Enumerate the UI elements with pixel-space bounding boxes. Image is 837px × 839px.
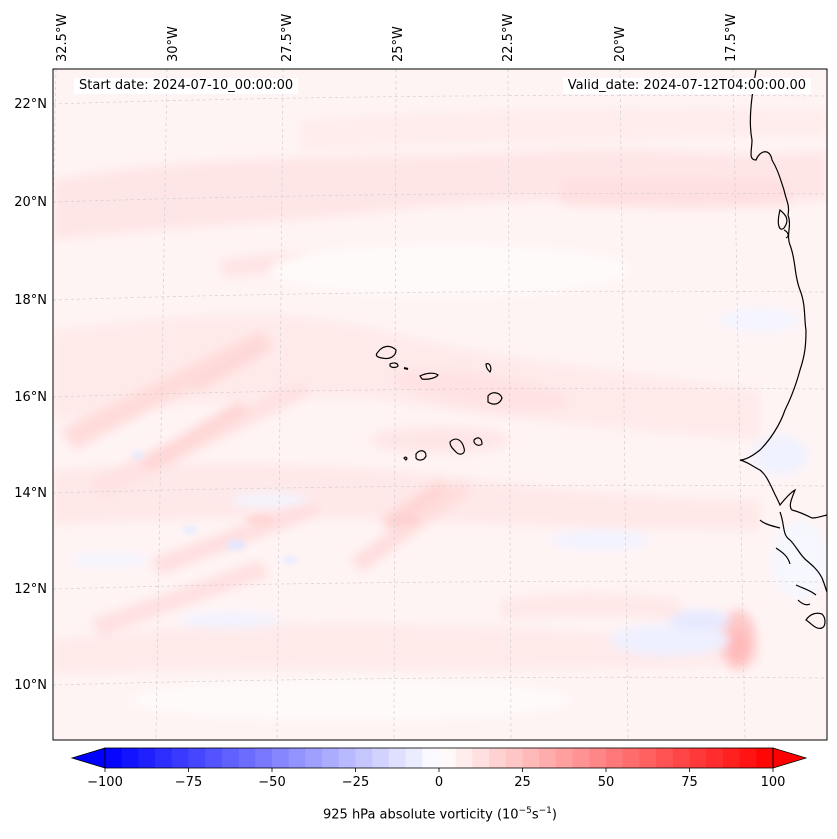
colorbar-bin	[756, 748, 774, 768]
valid-date-label: Valid_date: 2024-07-12T04:00:00.00	[562, 78, 811, 94]
colorbar-bin	[589, 748, 607, 768]
colorbar-bin	[288, 748, 306, 768]
island-maio	[473, 437, 483, 446]
colorbar-ticks: −100 −75 −50 −25 0 25 50 75 100	[87, 768, 785, 790]
colorbar-bin	[672, 748, 690, 768]
colorbar-bin	[689, 748, 707, 768]
lat-label: 18°N	[14, 293, 47, 308]
colorbar-bin	[606, 748, 624, 768]
colorbar-bin	[322, 748, 340, 768]
island-sao-nicolau	[419, 372, 439, 380]
vorticity-field	[53, 108, 827, 720]
map-frame	[52, 68, 828, 741]
latitude-labels: 22°N 20°N 18°N 16°N 14°N 12°N 10°N	[14, 97, 47, 693]
colorbar-bin	[205, 748, 223, 768]
colorbar-bin	[272, 748, 290, 768]
lat-label: 20°N	[14, 195, 47, 210]
colorbar-label: 925 hPa absolute vorticity (10−5s−1)	[323, 806, 557, 823]
colorbar-bin	[221, 748, 240, 768]
colorbar-tick-label: 0	[435, 775, 443, 790]
colorbar-bin	[338, 748, 356, 768]
lat-label: 22°N	[14, 97, 47, 112]
colorbar-bin	[188, 748, 206, 768]
longitude-labels: 32.5°W 30°W 27.5°W 25°W 22.5°W 20°W 17.5°W	[55, 14, 739, 62]
lat-label: 14°N	[14, 486, 47, 501]
colorbar-tick-label: −100	[87, 775, 123, 790]
colorbar-bin	[722, 748, 741, 768]
colorbar-bin	[555, 748, 574, 768]
colorbar-bin	[455, 748, 473, 768]
colorbar-tick-label: −75	[175, 775, 202, 790]
lon-label: 25°W	[391, 26, 406, 62]
island-fogo	[415, 450, 427, 461]
lon-label: 32.5°W	[55, 14, 70, 62]
colorbar-bin	[656, 748, 674, 768]
lon-label: 30°W	[166, 26, 181, 62]
coastline	[375, 69, 827, 629]
colorbar-tick-label: 75	[681, 775, 698, 790]
colorbar-extend-high	[772, 747, 808, 769]
colorbar-bin	[622, 748, 640, 768]
colorbar-tick-label: −50	[258, 775, 285, 790]
colorbar-bin	[439, 748, 457, 768]
colorbar-bin	[238, 748, 256, 768]
colorbar-bin	[155, 748, 173, 768]
colorbar-extend-low	[70, 747, 106, 769]
colorbar-bin	[372, 748, 390, 768]
island-santo-antao	[375, 345, 397, 360]
colorbar-bin	[105, 748, 123, 768]
lat-label: 16°N	[14, 390, 47, 405]
colorbar-bin	[539, 748, 557, 768]
colorbar-bin	[255, 748, 273, 768]
colorbar-bin	[171, 748, 189, 768]
colorbar-bin	[305, 748, 323, 768]
colorbar-bin	[405, 748, 423, 768]
lon-label: 22.5°W	[501, 14, 516, 62]
colorbar	[70, 747, 808, 769]
colorbar-bin	[572, 748, 590, 768]
colorbar-bin	[422, 748, 440, 768]
colorbar-tick-label: −25	[342, 775, 369, 790]
lon-label: 17.5°W	[724, 14, 739, 62]
lat-label: 10°N	[14, 678, 47, 693]
colorbar-bin	[489, 748, 507, 768]
start-date-label: Start date: 2024-07-10_00:00:00	[74, 78, 299, 94]
colorbar-tick-label: 100	[761, 775, 786, 790]
island-santiago	[449, 438, 465, 455]
colorbar-bin	[739, 748, 757, 768]
lat-label: 12°N	[14, 582, 47, 597]
colorbar-bin	[706, 748, 724, 768]
island-boa-vista	[487, 392, 503, 405]
colorbar-bin	[505, 748, 523, 768]
colorbar-bin	[388, 748, 407, 768]
colorbar-tick-label: 50	[598, 775, 615, 790]
lon-label: 20°W	[613, 26, 628, 62]
island-sal	[485, 363, 492, 374]
colorbar-bin	[639, 748, 657, 768]
colorbar-bin	[355, 748, 373, 768]
colorbar-tick-label: 25	[514, 775, 531, 790]
lon-label: 27.5°W	[280, 14, 295, 62]
colorbar-bin	[121, 748, 139, 768]
colorbar-bin	[138, 748, 156, 768]
colorbar-bin	[522, 748, 540, 768]
graticule	[53, 69, 827, 740]
colorbar-bin	[472, 748, 490, 768]
